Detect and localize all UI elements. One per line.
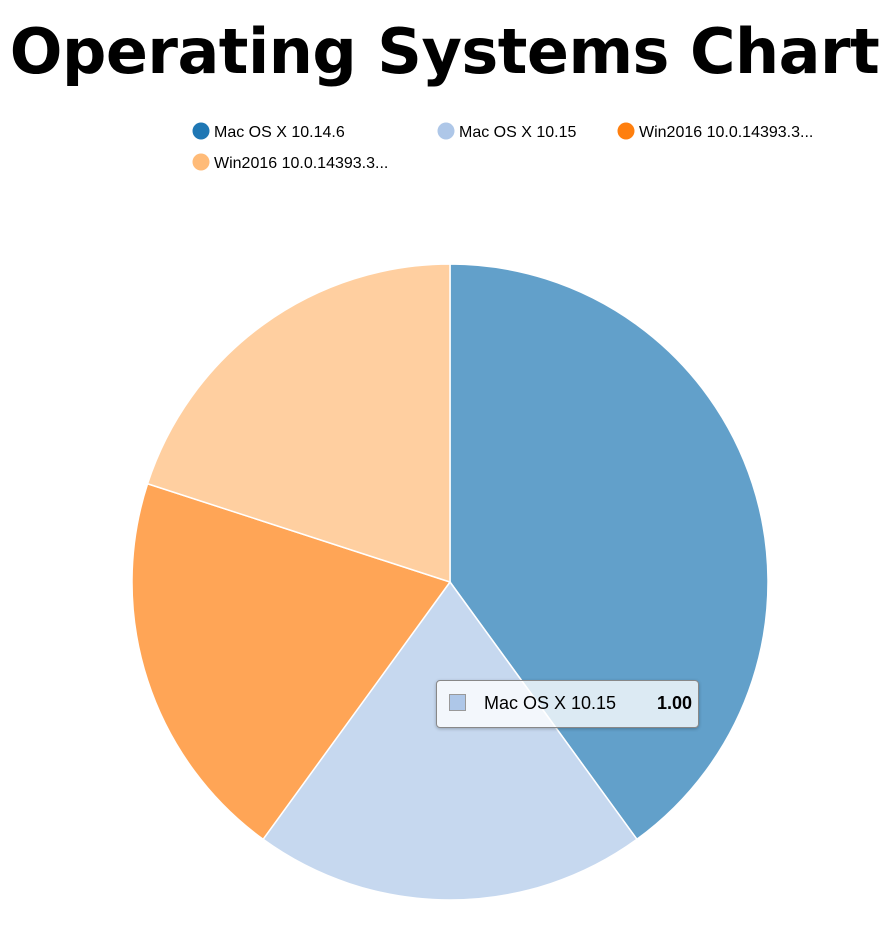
- legend-swatch: [617, 122, 635, 140]
- legend: Mac OS X 10.14.6 Mac OS X 10.15 Win2016 10…: [192, 122, 814, 173]
- pie-slice[interactable]: [262, 580, 638, 901]
- legend-item[interactable]: Mac OS X 10.15: [437, 122, 577, 142]
- legend-label: Mac OS X 10.14.6: [214, 124, 345, 141]
- tooltip-swatch: [449, 694, 466, 711]
- legend-item[interactable]: Mac OS X 10.14.6: [192, 122, 345, 142]
- legend-label: Mac OS X 10.15: [459, 124, 576, 141]
- legend-swatch: [437, 122, 455, 140]
- legend-item[interactable]: Win2016 10.0.14393.3...: [192, 153, 389, 173]
- tooltip: Mac OS X 10.15 1.00: [436, 680, 699, 728]
- pie-slices: [131, 263, 769, 901]
- legend-swatch: [192, 122, 210, 140]
- legend-swatch: [192, 153, 210, 171]
- pie-slice[interactable]: [146, 263, 451, 584]
- legend-label: Win2016 10.0.14393.3...: [639, 124, 813, 141]
- tooltip-key: Mac OS X 10.15: [484, 693, 617, 713]
- page-title: Operating Systems Chart: [9, 15, 880, 88]
- tooltip-value: 1.00: [656, 693, 692, 713]
- legend-label: Win2016 10.0.14393.3...: [214, 155, 388, 172]
- legend-item[interactable]: Win2016 10.0.14393.3...: [617, 122, 814, 142]
- pie-slice[interactable]: [131, 482, 452, 841]
